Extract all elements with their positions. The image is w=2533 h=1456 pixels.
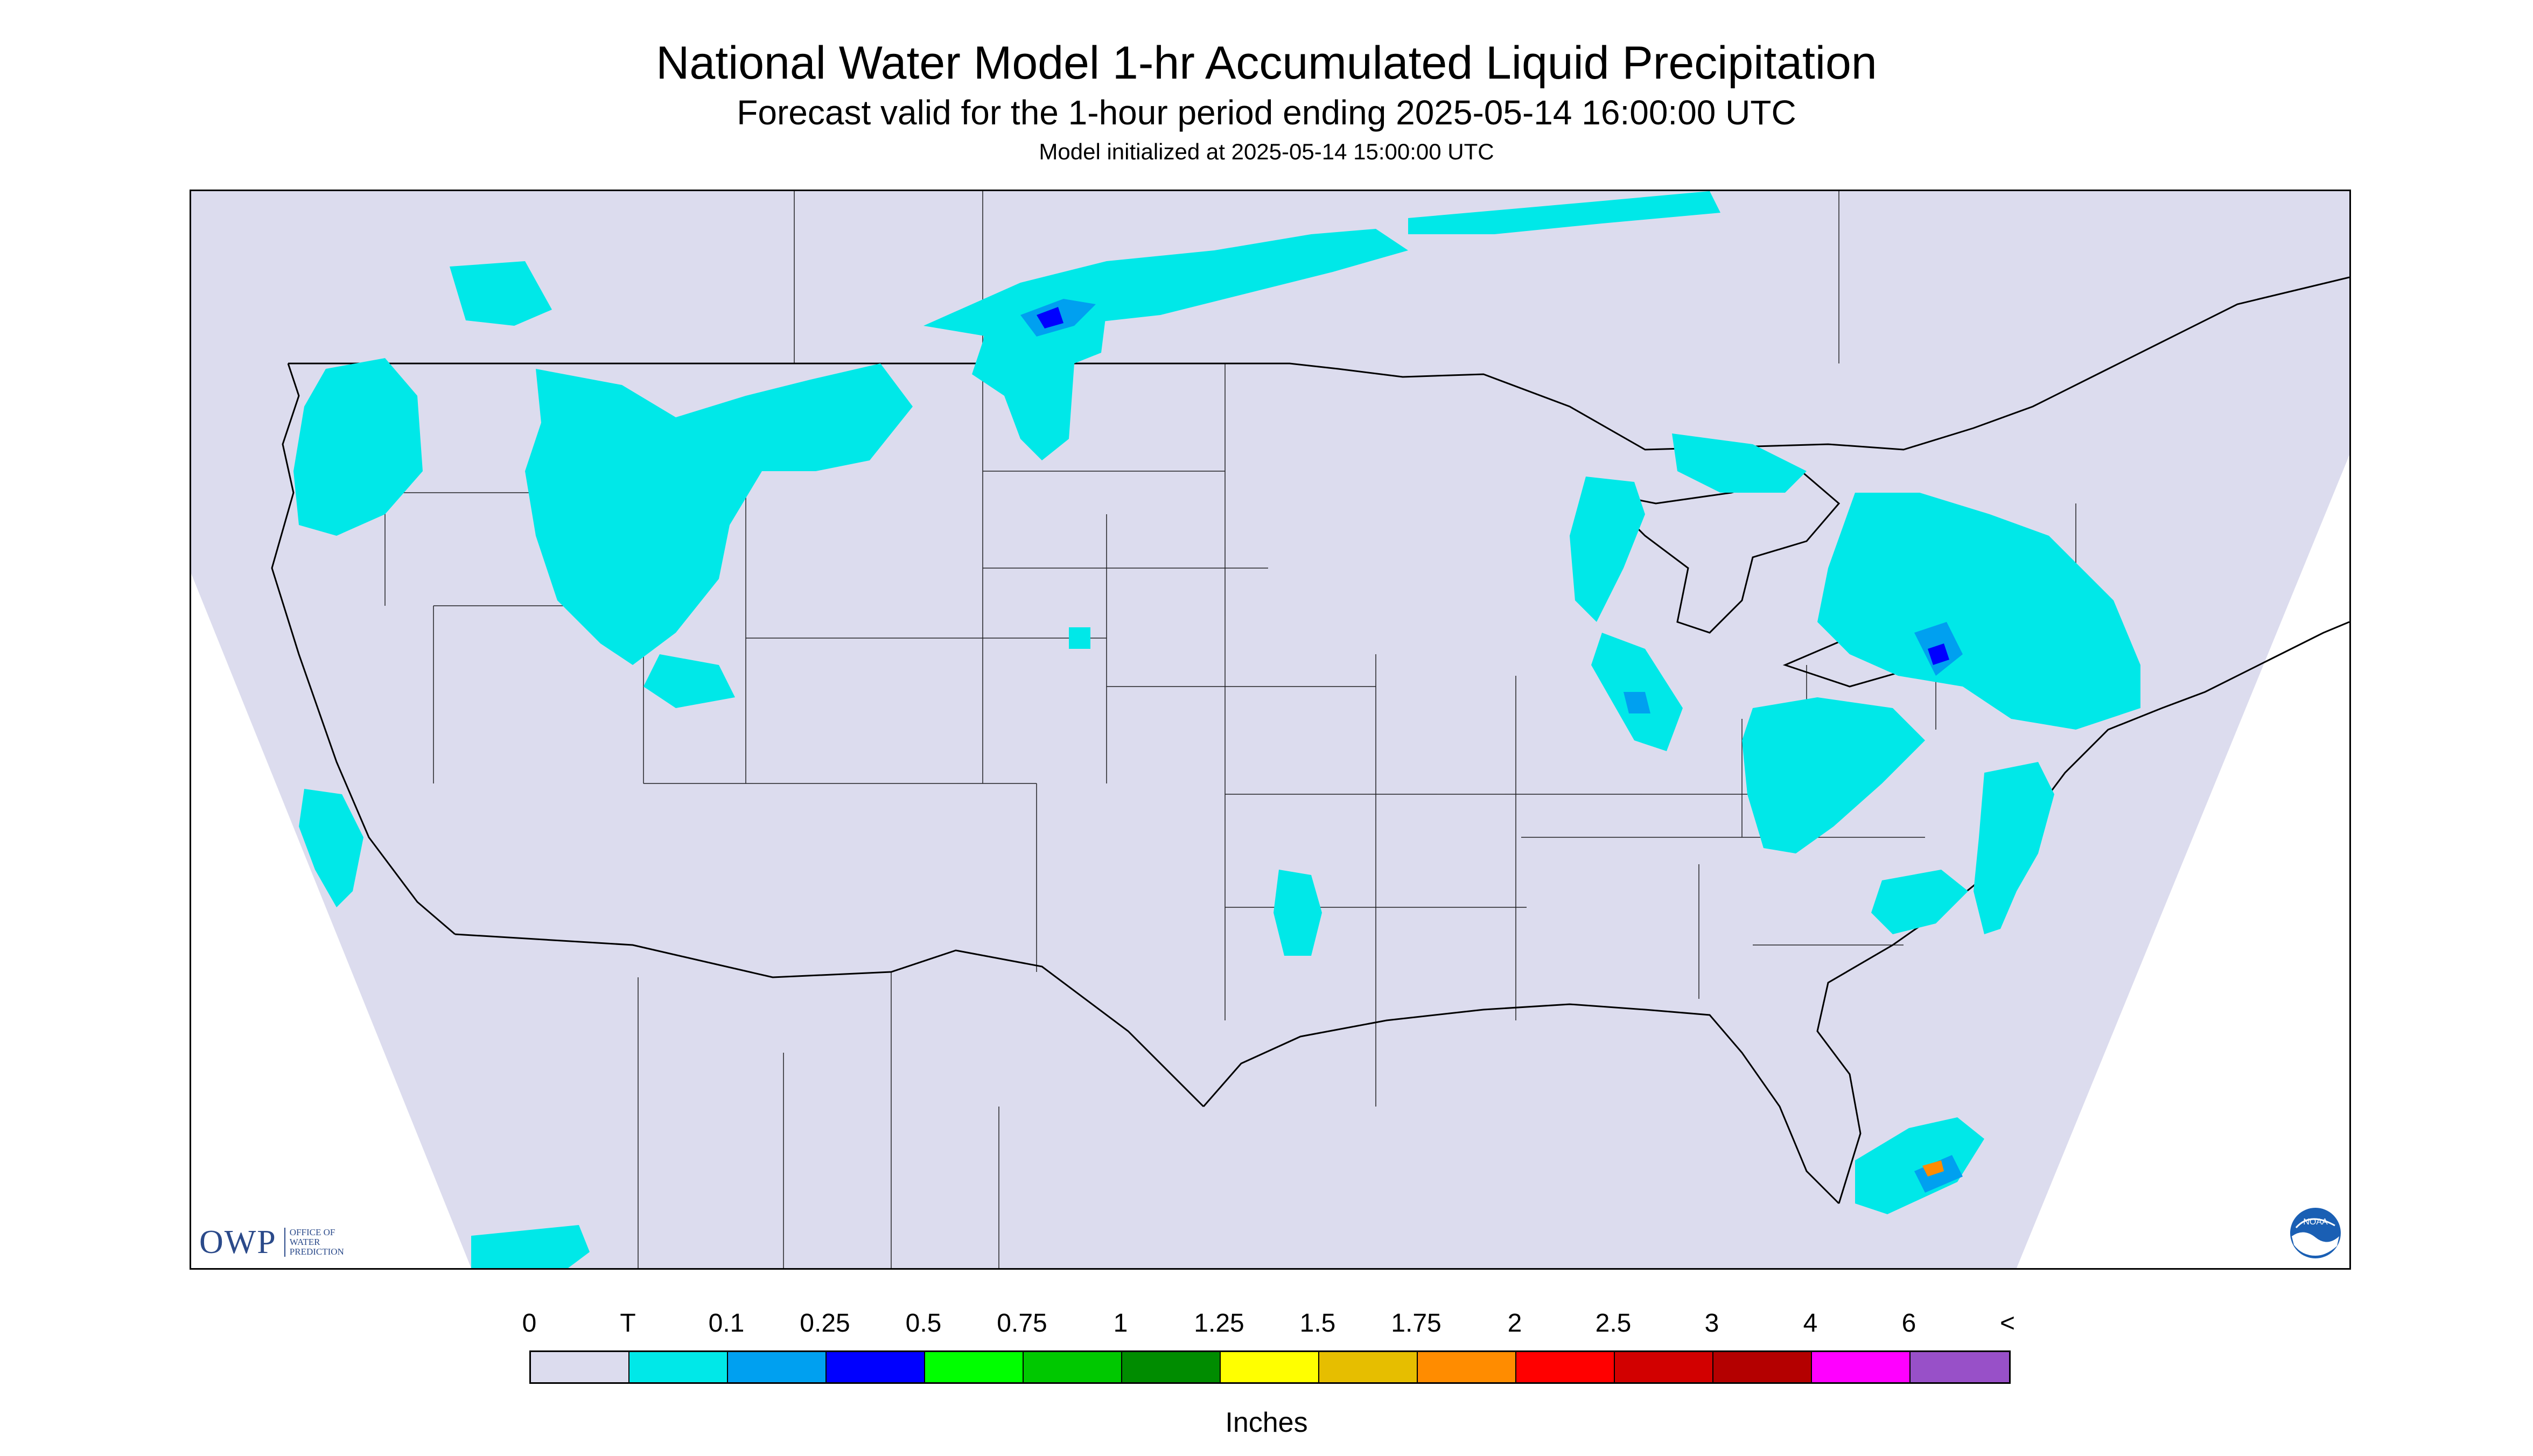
colorbar-swatch — [925, 1352, 1024, 1382]
map-title: National Water Model 1-hr Accumulated Li… — [656, 37, 1877, 89]
precip-mississippi — [1274, 870, 1322, 956]
precip-nebraska — [1069, 627, 1090, 649]
colorbar — [529, 1350, 2011, 1384]
colorbar-swatch — [1911, 1352, 2009, 1382]
colorbar-swatch — [1713, 1352, 1812, 1382]
colorbar-tick-label: 1.75 — [1391, 1309, 1442, 1338]
colorbar-tick-label: 1.5 — [1299, 1309, 1336, 1338]
colorbar-tick-label: 0.1 — [708, 1309, 745, 1338]
precip-atlantic-offshore — [1974, 762, 2054, 934]
colorbar-swatch — [1319, 1352, 1418, 1382]
colorbar-swatch — [1418, 1352, 1516, 1382]
precip-california-offshore — [299, 789, 363, 907]
colorbar-swatch — [728, 1352, 827, 1382]
colorbar-tick-label: < — [1999, 1309, 2016, 1338]
precip-northeast — [1817, 493, 2140, 730]
precipitation-map — [190, 190, 2351, 1270]
precip-sw-corner — [471, 1225, 590, 1268]
colorbar-swatch — [531, 1352, 629, 1382]
colorbar-swatch — [827, 1352, 925, 1382]
colorbar-swatch — [1615, 1352, 1713, 1382]
colorbar-tick-label: 2 — [1507, 1309, 1522, 1338]
map-canvas — [191, 191, 2349, 1268]
precip-heavy-core-areas — [1922, 1160, 1944, 1177]
colorbar-swatch — [1516, 1352, 1615, 1382]
precip-moderate-core-areas — [1037, 307, 1949, 665]
us-mexico-border — [454, 933, 1205, 1108]
model-domain — [191, 191, 2349, 1268]
colorbar-swatch — [1024, 1352, 1122, 1382]
noaa-logo-icon: NOAA — [2290, 1208, 2341, 1258]
svg-text:NOAA: NOAA — [2303, 1217, 2328, 1227]
colorbar-tick-label: 2.5 — [1595, 1309, 1632, 1338]
legend-units: Inches — [1225, 1407, 1308, 1438]
colorbar-swatch — [1812, 1352, 1911, 1382]
precip-canada-west — [450, 261, 552, 326]
colorbar-tick-label: 1.25 — [1194, 1309, 1244, 1338]
colorbar-swatch — [1122, 1352, 1221, 1382]
colorbar-tick-label: 0 — [522, 1309, 537, 1338]
precip-upper-lakes — [1672, 433, 1807, 493]
colorbar-tick-label: 4 — [1803, 1309, 1818, 1338]
precip-florida-offshore — [1855, 1117, 1984, 1214]
colorbar-swatch — [1221, 1352, 1319, 1382]
colorbar-tick-label: 6 — [1901, 1309, 1916, 1338]
precip-carolina-offshore — [1871, 870, 1968, 934]
colorbar-tick-label: T — [620, 1309, 636, 1338]
precip-idaho-montana — [525, 363, 913, 665]
pacific-coast — [271, 363, 456, 935]
precip-mid-atlantic — [1742, 697, 1925, 853]
owp-logo-mark: OWP — [199, 1223, 277, 1261]
model-init-text: Model initialized at 2025-05-14 15:00:00… — [1039, 139, 1494, 164]
colorbar-swatch — [629, 1352, 728, 1382]
colorbar-tick-label: 0.25 — [800, 1309, 850, 1338]
gulf-coast — [1202, 1003, 1840, 1205]
colorbar-tick-label: 1 — [1113, 1309, 1128, 1338]
precip-northwest — [293, 358, 423, 536]
map-subtitle: Forecast valid for the 1-hour period end… — [737, 93, 1796, 132]
owp-logo-subtitle: OFFICE OF WATER PREDICTION — [284, 1228, 344, 1257]
precip-michigan — [1570, 477, 1645, 622]
precip-wyoming — [643, 654, 735, 708]
colorbar-tick-label: 0.5 — [905, 1309, 942, 1338]
colorbar-tick-label: 3 — [1704, 1309, 1719, 1338]
colorbar-tick-label: 0.75 — [997, 1309, 1047, 1338]
owp-logo: OWP OFFICE OF WATER PREDICTION — [199, 1222, 344, 1262]
precip-north-dakota — [972, 299, 1107, 460]
precip-canada-upper — [1408, 191, 1720, 234]
